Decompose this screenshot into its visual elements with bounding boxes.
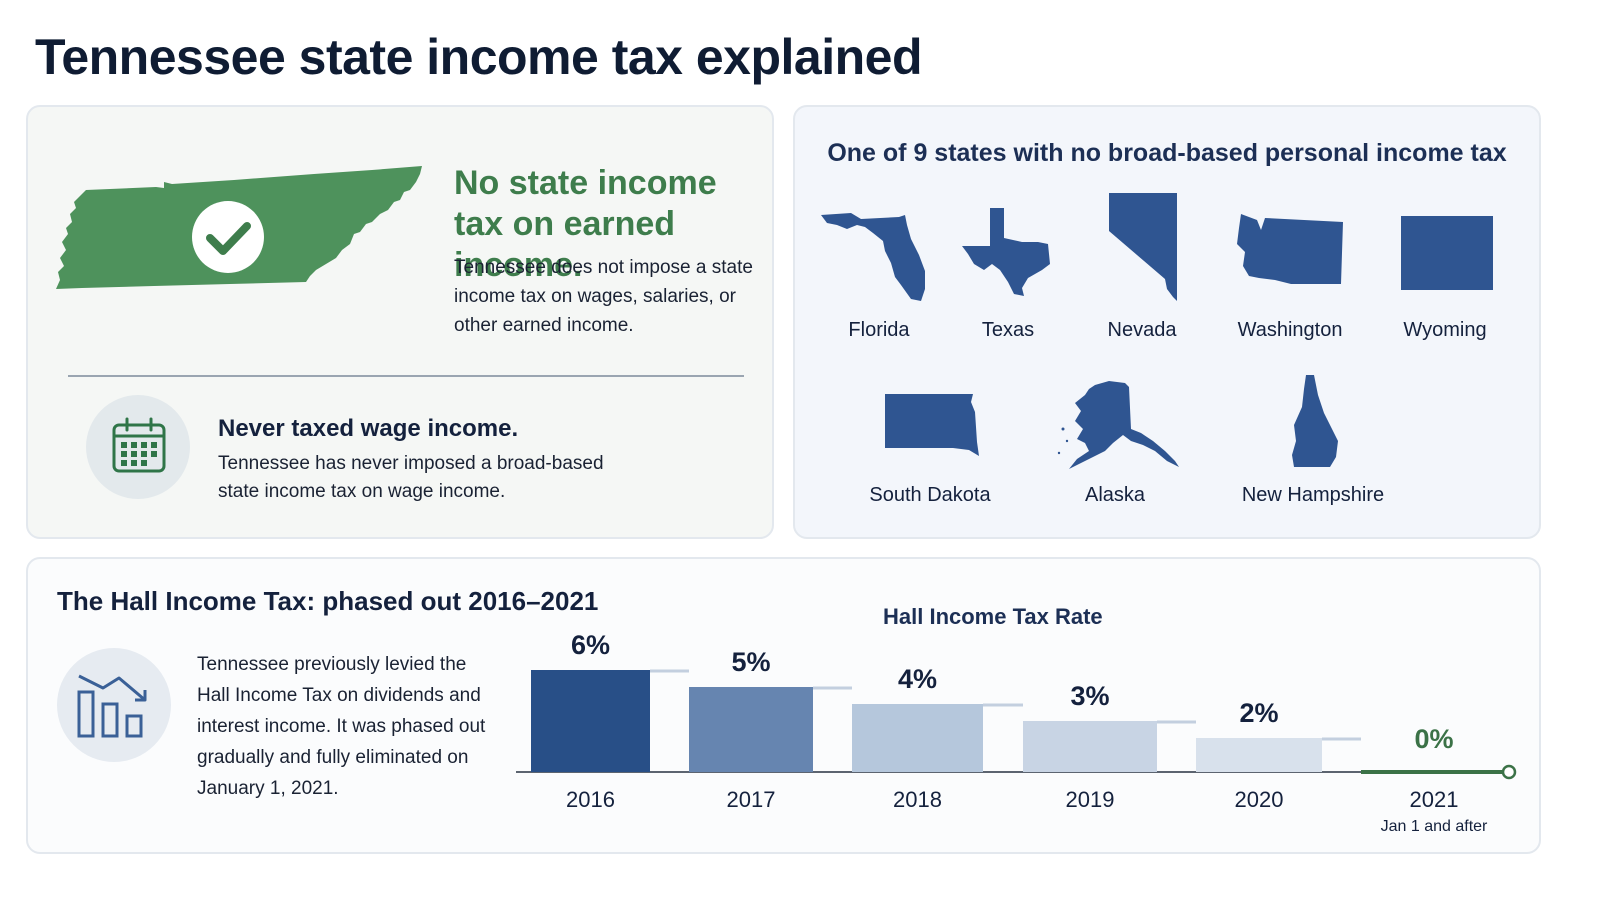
x-tick-label-2019: 2019 bbox=[1066, 787, 1115, 812]
data-label-2019: 3% bbox=[1070, 681, 1109, 711]
data-label-2017: 5% bbox=[731, 647, 770, 677]
wyoming-shape-icon bbox=[1401, 216, 1493, 290]
no-tax-card: No state income tax on earned income. Te… bbox=[26, 105, 774, 539]
state-label-alaska: Alaska bbox=[1084, 484, 1146, 506]
bar-2017 bbox=[689, 687, 813, 772]
hall-income-tax-card: The Hall Income Tax: phased out 2016–202… bbox=[26, 557, 1541, 854]
page-title: Tennessee state income tax explained bbox=[35, 29, 923, 85]
x-tick-label-2021: 2021 bbox=[1410, 787, 1459, 812]
bar-2019 bbox=[1023, 721, 1157, 772]
hall-tax-rate-chart: 6% 2016 5% 2017 4% 2018 3% 2019 2% 2020 0% 2021 Jan … bbox=[516, 630, 1517, 835]
states-heading: One of 9 states with no broad-based pers… bbox=[827, 139, 1507, 167]
bar-2018 bbox=[852, 704, 983, 772]
calendar-badge bbox=[86, 395, 190, 499]
tennessee-map-check-icon bbox=[54, 162, 424, 302]
no-tax-description: Tennessee does not impose a state income… bbox=[454, 257, 753, 336]
x-tick-label-2018: 2018 bbox=[893, 787, 942, 812]
no-income-tax-states-card: One of 9 states with no broad-based pers… bbox=[793, 105, 1541, 539]
data-label-2020: 2% bbox=[1239, 698, 1278, 728]
state-label-new-hampshire: New Hampshire bbox=[1241, 484, 1385, 506]
data-label-2018: 4% bbox=[898, 664, 937, 694]
no-tax-heading: No state income tax on earned income. bbox=[454, 164, 717, 284]
washington-shape-icon bbox=[1237, 214, 1343, 284]
south-dakota-shape-icon bbox=[885, 394, 979, 456]
state-label-nevada: Nevada bbox=[1107, 319, 1177, 341]
nevada-shape-icon bbox=[1109, 193, 1177, 301]
state-label-washington: Washington bbox=[1237, 319, 1343, 341]
zero-endpoint-marker bbox=[1501, 764, 1517, 780]
chart-title: Hall Income Tax Rate bbox=[883, 604, 1103, 629]
hall-tax-heading: The Hall Income Tax: phased out 2016–202… bbox=[57, 586, 599, 616]
new-hampshire-shape-icon bbox=[1292, 375, 1338, 467]
bar-2020 bbox=[1196, 738, 1322, 772]
x-tick-sublabel: Jan 1 and after bbox=[1381, 818, 1488, 835]
state-label-south-dakota: South Dakota bbox=[869, 484, 991, 506]
never-taxed-heading: Never taxed wage income. bbox=[218, 415, 519, 442]
texas-shape-icon bbox=[962, 208, 1050, 296]
bar-2016 bbox=[531, 670, 650, 772]
florida-shape-icon bbox=[821, 213, 925, 301]
x-tick-label-2017: 2017 bbox=[727, 787, 776, 812]
never-taxed-description: Tennessee has never imposed a broad-base… bbox=[218, 453, 604, 502]
x-tick-label-2020: 2020 bbox=[1235, 787, 1284, 812]
divider bbox=[68, 375, 744, 377]
hall-tax-description: Tennessee previously levied the Hall Inc… bbox=[197, 654, 486, 799]
data-label-2021: 0% bbox=[1414, 724, 1453, 754]
state-label-wyoming: Wyoming bbox=[1403, 319, 1487, 341]
hall-tax-badge bbox=[57, 648, 171, 762]
x-tick-label-2016: 2016 bbox=[566, 787, 615, 812]
data-label-2016: 6% bbox=[571, 630, 610, 660]
state-label-florida: Florida bbox=[848, 319, 910, 341]
alaska-shape-icon bbox=[1057, 381, 1179, 469]
calendar-icon bbox=[112, 417, 166, 473]
declining-bar-chart-icon bbox=[77, 674, 147, 738]
state-label-texas: Texas bbox=[981, 319, 1035, 341]
